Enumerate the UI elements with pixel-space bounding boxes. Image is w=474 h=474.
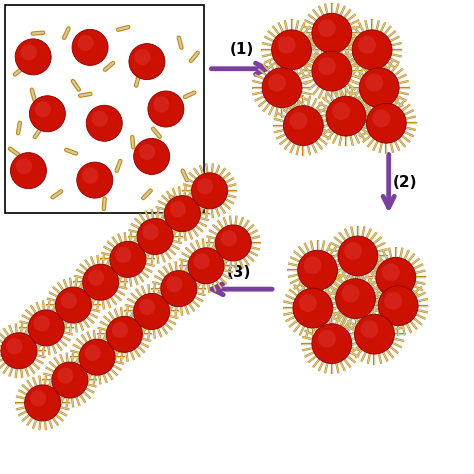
- Circle shape: [129, 44, 165, 80]
- Circle shape: [57, 367, 73, 383]
- Circle shape: [268, 74, 286, 91]
- Circle shape: [304, 256, 321, 274]
- Circle shape: [312, 51, 352, 91]
- Circle shape: [188, 248, 224, 284]
- Circle shape: [25, 385, 61, 421]
- Circle shape: [344, 242, 362, 260]
- Circle shape: [84, 345, 101, 361]
- Circle shape: [86, 105, 122, 141]
- Circle shape: [82, 264, 118, 300]
- Circle shape: [153, 96, 170, 113]
- Text: (2): (2): [393, 175, 418, 190]
- Circle shape: [115, 247, 131, 263]
- Circle shape: [35, 101, 51, 118]
- Circle shape: [278, 36, 295, 54]
- Text: (3): (3): [227, 265, 252, 280]
- Circle shape: [61, 292, 77, 309]
- Circle shape: [134, 293, 170, 329]
- Circle shape: [365, 74, 383, 91]
- Circle shape: [298, 250, 337, 290]
- Circle shape: [318, 330, 336, 347]
- Circle shape: [193, 253, 210, 269]
- Circle shape: [352, 30, 392, 70]
- Circle shape: [110, 241, 146, 277]
- Circle shape: [30, 390, 46, 407]
- Circle shape: [148, 91, 184, 127]
- Circle shape: [312, 324, 352, 364]
- Circle shape: [293, 288, 333, 328]
- Circle shape: [312, 13, 352, 53]
- Circle shape: [318, 19, 336, 37]
- Circle shape: [170, 201, 186, 217]
- Circle shape: [166, 276, 182, 292]
- Circle shape: [378, 286, 418, 326]
- Circle shape: [197, 178, 213, 194]
- Circle shape: [139, 299, 155, 315]
- Circle shape: [355, 314, 394, 354]
- Text: (1): (1): [229, 42, 254, 57]
- Circle shape: [366, 103, 406, 143]
- Circle shape: [6, 338, 23, 355]
- Circle shape: [20, 44, 37, 61]
- Circle shape: [318, 57, 336, 75]
- Circle shape: [342, 285, 359, 302]
- Circle shape: [164, 196, 201, 232]
- Circle shape: [338, 236, 378, 276]
- Circle shape: [161, 271, 197, 307]
- Circle shape: [137, 219, 173, 255]
- Circle shape: [359, 68, 399, 108]
- Circle shape: [376, 257, 416, 297]
- Circle shape: [134, 49, 151, 65]
- Circle shape: [262, 68, 302, 108]
- Circle shape: [332, 102, 350, 120]
- Circle shape: [139, 144, 155, 160]
- Circle shape: [29, 96, 65, 132]
- Circle shape: [82, 167, 99, 184]
- Circle shape: [15, 39, 51, 75]
- Bar: [5, 5, 204, 213]
- Circle shape: [134, 138, 170, 174]
- Circle shape: [191, 173, 228, 209]
- Circle shape: [72, 29, 108, 65]
- Circle shape: [91, 110, 108, 127]
- Circle shape: [373, 109, 390, 127]
- Circle shape: [358, 36, 376, 54]
- Circle shape: [272, 30, 311, 70]
- Circle shape: [112, 322, 128, 338]
- Circle shape: [10, 153, 46, 189]
- Circle shape: [290, 112, 307, 129]
- Circle shape: [283, 106, 323, 146]
- Circle shape: [361, 320, 378, 338]
- Circle shape: [79, 339, 115, 375]
- Circle shape: [52, 362, 88, 398]
- Circle shape: [16, 158, 32, 174]
- Circle shape: [106, 316, 142, 352]
- Circle shape: [384, 292, 402, 310]
- Circle shape: [221, 230, 237, 246]
- Circle shape: [215, 225, 251, 261]
- Circle shape: [336, 279, 375, 319]
- Circle shape: [28, 310, 64, 346]
- Circle shape: [55, 287, 91, 323]
- Circle shape: [143, 224, 159, 240]
- Circle shape: [34, 315, 50, 331]
- Circle shape: [382, 264, 400, 281]
- Circle shape: [88, 270, 104, 286]
- Circle shape: [299, 294, 317, 312]
- Circle shape: [1, 333, 37, 369]
- Circle shape: [77, 162, 113, 198]
- Circle shape: [326, 96, 366, 136]
- Circle shape: [77, 35, 94, 51]
